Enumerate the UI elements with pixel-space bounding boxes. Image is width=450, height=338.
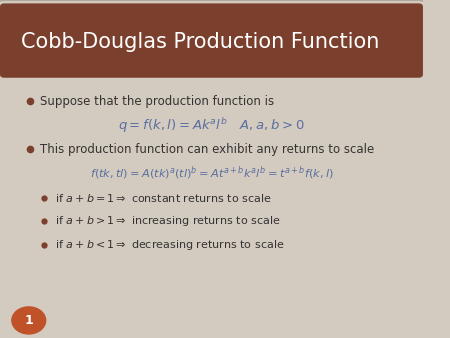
Text: 1: 1 xyxy=(24,314,33,327)
Text: Suppose that the production function is: Suppose that the production function is xyxy=(40,95,274,108)
Circle shape xyxy=(12,307,46,334)
Text: Cobb-Douglas Production Function: Cobb-Douglas Production Function xyxy=(21,31,379,52)
FancyBboxPatch shape xyxy=(0,3,423,78)
Text: $q = f(k,l) = Ak^a l^b \quad A,a,b > 0$: $q = f(k,l) = Ak^a l^b \quad A,a,b > 0$ xyxy=(118,116,305,135)
Text: $f(tk,tl) = A(tk)^a(tl)^b = At^{a+b}k^a l^b = t^{a+b}f(k,l)$: $f(tk,tl) = A(tk)^a(tl)^b = At^{a+b}k^a … xyxy=(90,165,333,182)
Text: if $a + b > 1 \Rightarrow$ increasing returns to scale: if $a + b > 1 \Rightarrow$ increasing re… xyxy=(55,214,281,228)
Text: This production function can exhibit any returns to scale: This production function can exhibit any… xyxy=(40,143,374,156)
Text: if $a + b < 1 \Rightarrow$ decreasing returns to scale: if $a + b < 1 \Rightarrow$ decreasing re… xyxy=(55,238,284,252)
FancyBboxPatch shape xyxy=(0,0,427,338)
Text: if $a + b = 1 \Rightarrow$ constant returns to scale: if $a + b = 1 \Rightarrow$ constant retu… xyxy=(55,192,271,204)
